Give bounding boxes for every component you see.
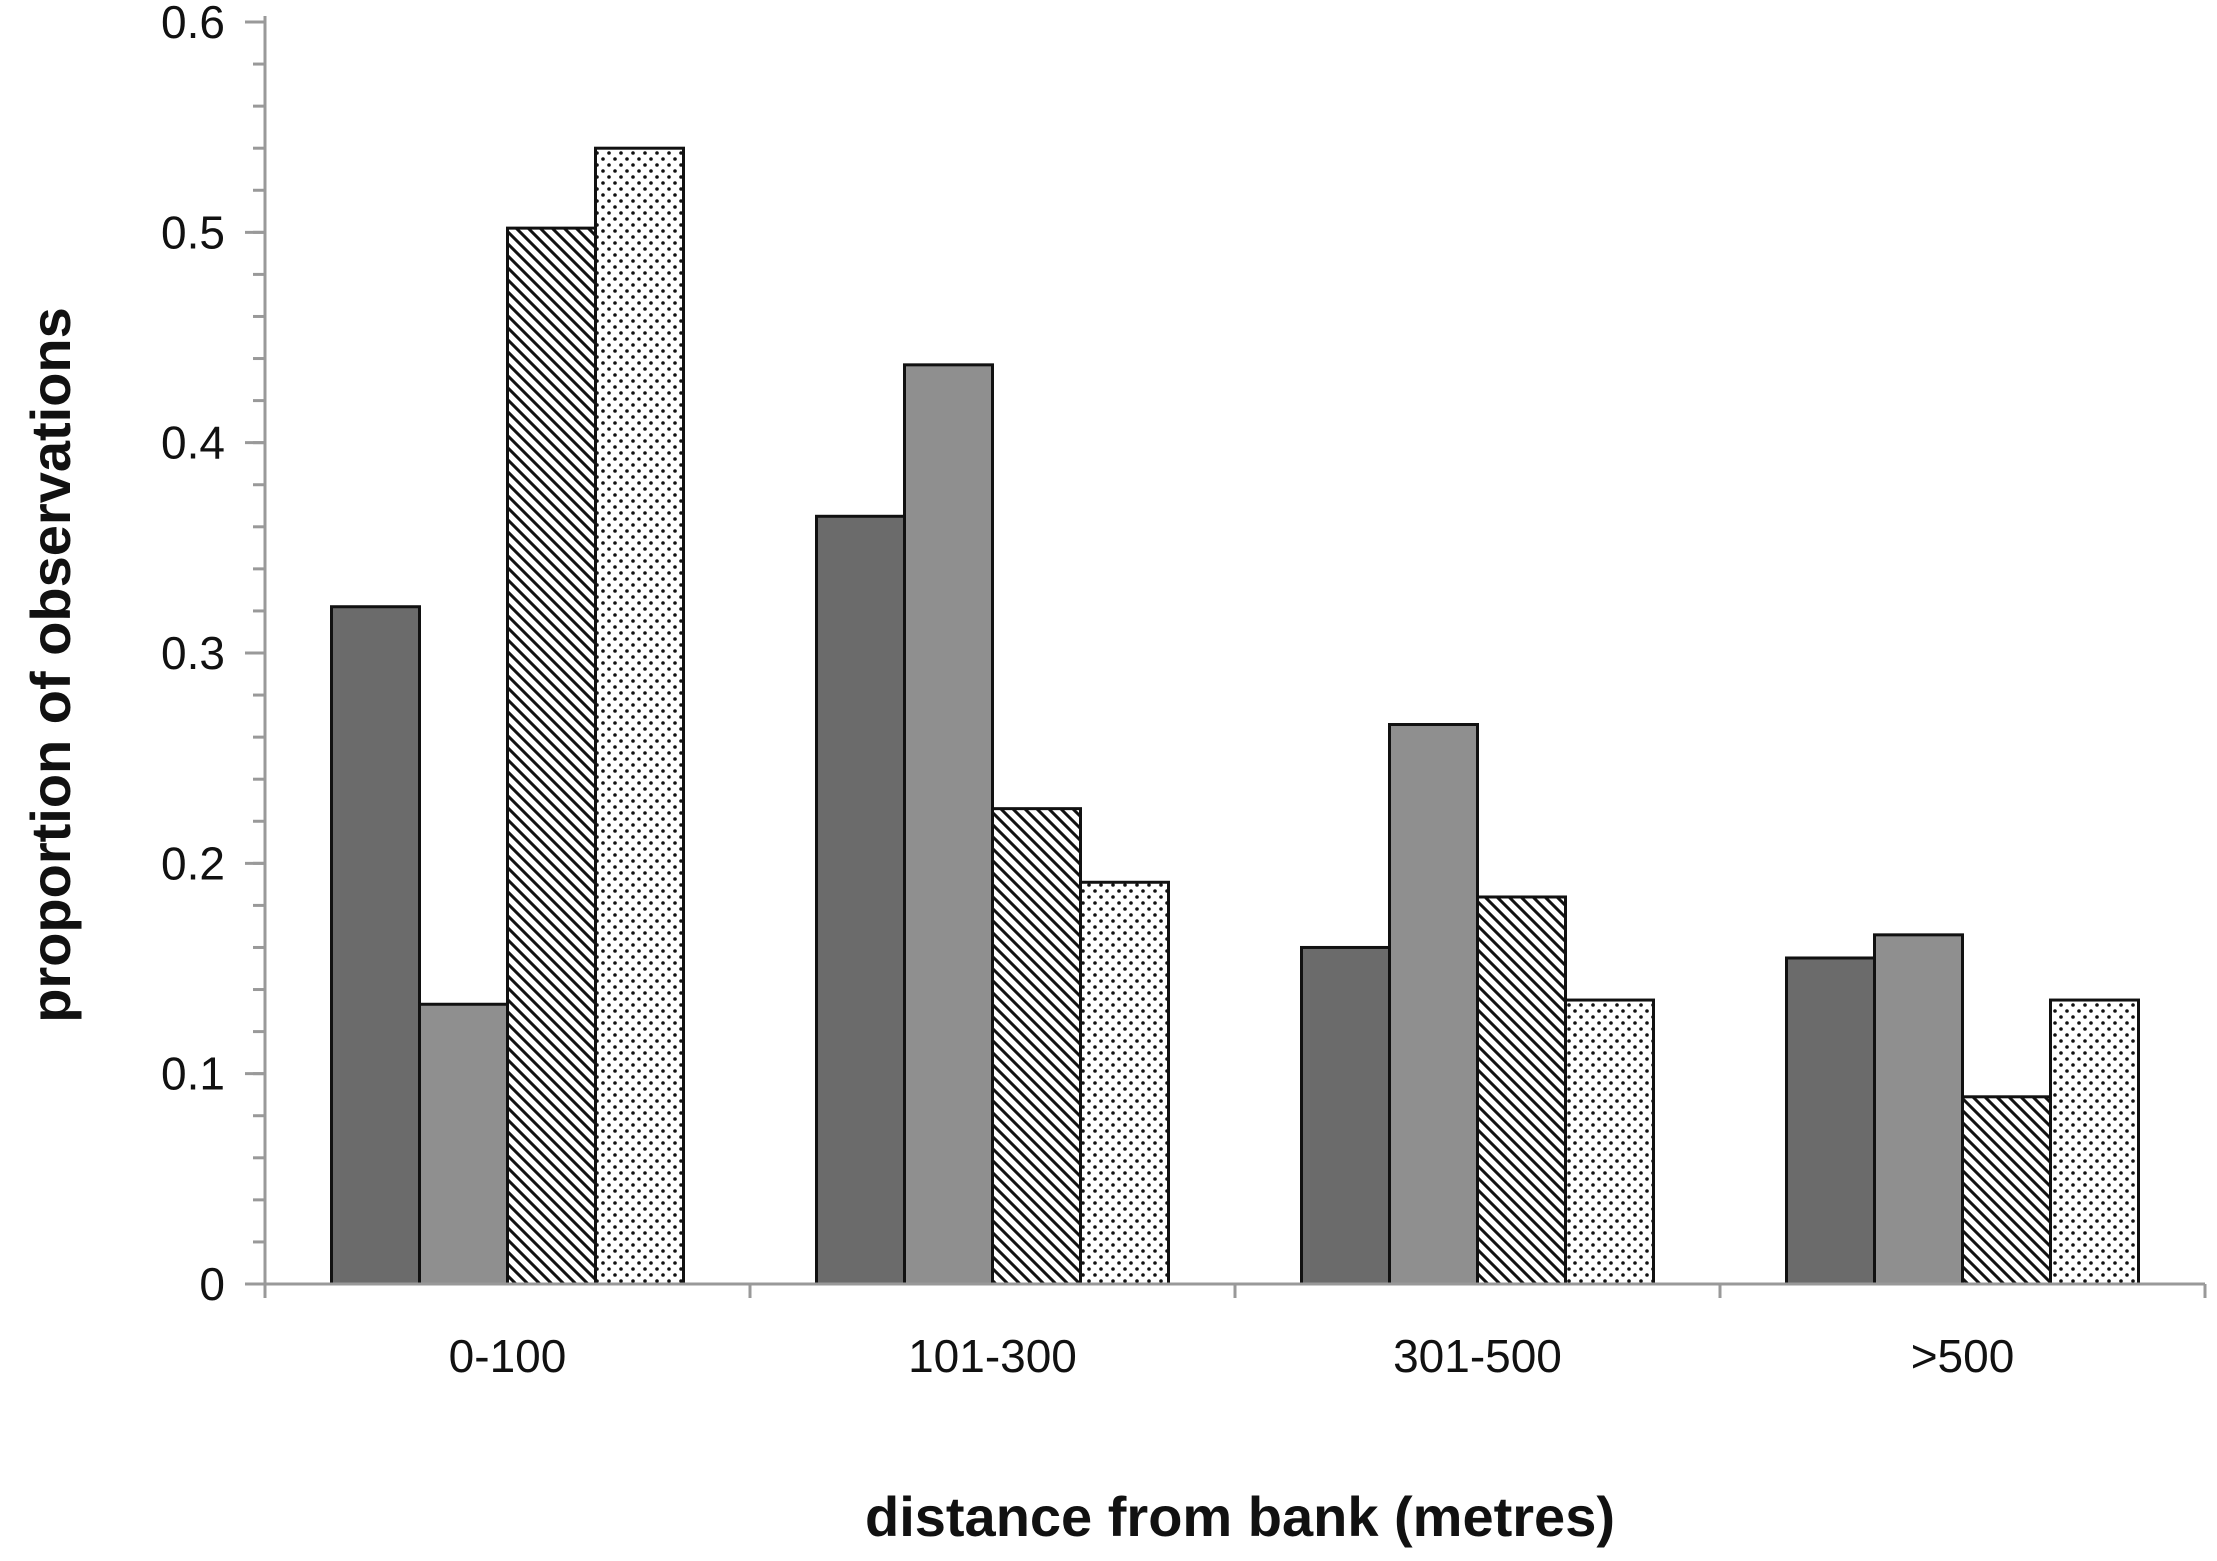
bar-series1-0-100 <box>330 605 421 1286</box>
y-tick-label: 0.1 <box>161 1048 225 1100</box>
bar-series1-301-500 <box>1300 945 1391 1286</box>
bar-series4-301-500 <box>1564 998 1655 1286</box>
x-tick-label: 101-300 <box>908 1330 1077 1382</box>
bar-series1-500 <box>1785 956 1876 1286</box>
bar-series2-0-100 <box>418 1002 509 1286</box>
axes-group <box>245 16 2207 1298</box>
y-tick-label: 0.6 <box>161 0 225 48</box>
y-tick-label: 0.3 <box>161 627 225 679</box>
x-tick-label: 0-100 <box>449 1330 567 1382</box>
bar-series3-500 <box>1961 1095 2052 1286</box>
y-tick-label: 0.2 <box>161 837 225 889</box>
bar-series2-101-300 <box>903 363 994 1286</box>
x-tick-label: >500 <box>1911 1330 2015 1382</box>
bar-series2-301-500 <box>1388 723 1479 1286</box>
bars-group <box>330 146 2140 1286</box>
bar-series4-500 <box>2049 998 2140 1286</box>
bar-series1-101-300 <box>815 514 906 1286</box>
x-tick-label: 301-500 <box>1393 1330 1562 1382</box>
x-axis-title: distance from bank (metres) <box>865 1485 1615 1548</box>
bar-series3-0-100 <box>506 226 597 1286</box>
bar-series3-101-300 <box>991 807 1082 1286</box>
y-tick-label: 0 <box>199 1258 225 1310</box>
y-axis-title: proportion of observations <box>19 307 82 1023</box>
bar-series3-301-500 <box>1476 895 1567 1286</box>
bar-series4-101-300 <box>1079 880 1170 1286</box>
bar-series2-500 <box>1873 933 1964 1286</box>
y-tick-label: 0.4 <box>161 417 225 469</box>
bar-series4-0-100 <box>594 146 685 1286</box>
labels-group: 0 0.1 0.2 0.3 0.4 0.5 0.6 0-100 101-300 301-500 >5… <box>19 0 2014 1548</box>
y-tick-label: 0.5 <box>161 206 225 258</box>
